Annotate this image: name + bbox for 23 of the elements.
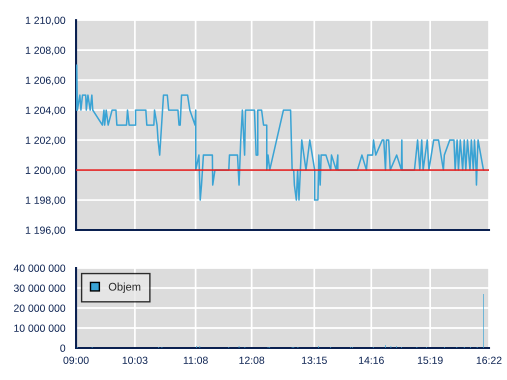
y-tick-label: 1 202,00 [26,136,66,146]
x-tick-label: 13:15 [302,356,327,364]
y-tick-label: 1 208,00 [26,46,66,56]
line-series [76,64,485,201]
x-tick-label: 11:08 [184,356,208,364]
y-tick-label: 1 206,00 [26,76,66,86]
x-tick-label: 15:19 [418,356,443,364]
legend-label: Objem [108,282,140,293]
y-tick-label: 40 000 000 [14,264,66,272]
y-tick-label: 10 000 000 [14,324,66,332]
x-tick-label: 10:03 [122,356,148,364]
x-tick-label: 09:00 [63,356,89,364]
y-tick-label: 0 [60,344,66,352]
y-tick-label: 1 196,00 [26,226,66,236]
y-tick-label: 1 210,00 [26,16,66,26]
y-tick-label: 30 000 000 [14,284,66,292]
x-tick-label: 12:08 [239,356,264,364]
y-tick-label: 1 200,00 [26,166,66,176]
y-tick-label: 1 198,00 [26,196,66,206]
y-tick-label: 20 000 000 [14,304,66,312]
x-tick-label: 14:16 [359,356,384,364]
x-tick-label: 16:22 [476,356,502,364]
y-tick-label: 1 204,00 [26,106,66,116]
